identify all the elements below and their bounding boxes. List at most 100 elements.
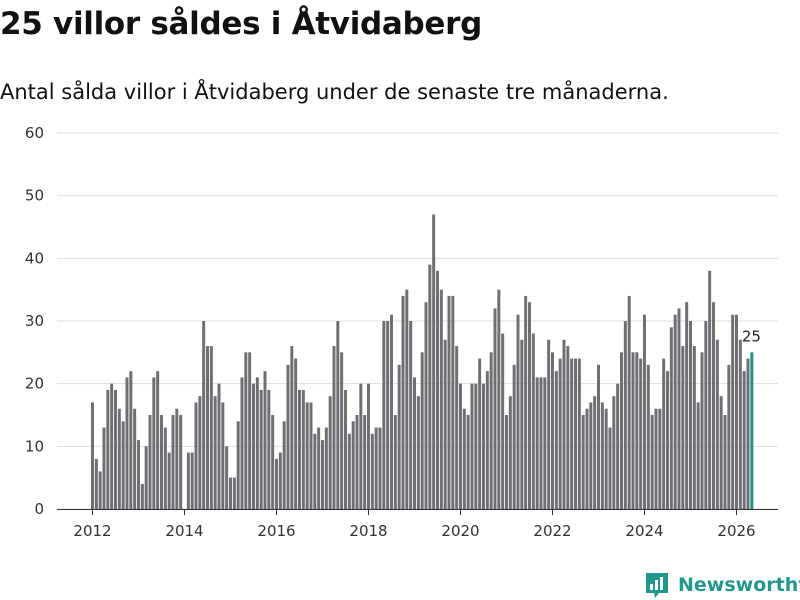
y-tick-label: 30 [25, 312, 44, 330]
bar [600, 402, 604, 509]
bar [144, 446, 148, 509]
x-tick-label: 2022 [533, 522, 571, 540]
bar [393, 415, 397, 509]
bar [436, 270, 439, 509]
newsworthy-brand[interactable]: Newsworthy [644, 570, 800, 600]
bar [459, 383, 462, 509]
bar [240, 377, 244, 509]
bar [666, 371, 669, 509]
bar [309, 402, 313, 509]
bar [91, 402, 94, 509]
bar [462, 408, 466, 509]
bar [554, 371, 558, 509]
bar [742, 371, 746, 509]
bar [324, 427, 328, 509]
bar [206, 346, 209, 509]
bar [409, 321, 413, 509]
bar [738, 339, 742, 509]
bar [516, 314, 520, 509]
bar [351, 421, 355, 509]
bar [213, 396, 217, 509]
bar [585, 408, 589, 509]
x-tick-label: 2016 [257, 522, 295, 540]
bar [597, 364, 600, 509]
bar [374, 427, 378, 509]
bar [186, 452, 190, 509]
bar [470, 383, 474, 509]
bar [378, 427, 382, 509]
bar [708, 270, 712, 509]
bar [612, 396, 616, 509]
bar [673, 314, 677, 509]
x-tick-label: 2012 [73, 522, 111, 540]
bar [689, 321, 692, 509]
bar [508, 396, 512, 509]
bar [681, 346, 685, 509]
bar [677, 308, 681, 509]
bar [531, 333, 535, 509]
bar [175, 408, 179, 509]
bar [482, 383, 485, 509]
bar [190, 452, 194, 509]
bar [217, 383, 221, 509]
bar [370, 433, 374, 509]
bar [627, 295, 631, 509]
bar [209, 346, 213, 509]
bar [347, 433, 351, 509]
bar [735, 314, 738, 509]
bar [593, 396, 597, 509]
bar [232, 477, 236, 509]
bar [286, 364, 290, 509]
bar [620, 352, 623, 509]
bar [390, 314, 393, 509]
bar [386, 321, 390, 509]
bar [255, 377, 259, 509]
bar [420, 352, 424, 509]
bar [723, 415, 727, 509]
bar [344, 389, 347, 509]
bar [712, 302, 715, 509]
bar [282, 421, 286, 509]
bar [336, 321, 340, 509]
bar [163, 427, 167, 509]
bar [117, 408, 121, 509]
bar [639, 358, 643, 509]
bar [497, 289, 501, 509]
bar [528, 302, 531, 509]
bar [466, 415, 470, 509]
bar [543, 377, 547, 509]
bar [643, 314, 646, 509]
bar [148, 415, 152, 509]
y-tick-label: 50 [25, 187, 44, 205]
bar [225, 446, 229, 509]
bar [524, 295, 528, 509]
bar [581, 415, 585, 509]
bar [236, 421, 240, 509]
bar [294, 358, 298, 509]
bar [570, 358, 574, 509]
bar [589, 402, 593, 509]
bar [474, 383, 478, 509]
bar [332, 346, 336, 509]
bar [359, 383, 363, 509]
bar [635, 352, 639, 509]
bar [658, 408, 662, 509]
bar [692, 346, 696, 509]
bar [313, 433, 317, 509]
bar [305, 402, 309, 509]
bar [140, 483, 144, 509]
x-axis [57, 509, 778, 515]
x-tick-label: 2014 [165, 522, 203, 540]
bar [608, 427, 612, 509]
y-tick-label: 20 [25, 375, 44, 393]
bars [91, 214, 754, 509]
chart-title: 25 villor såldes i Åtvidaberg [0, 6, 483, 42]
bar [604, 408, 608, 509]
bar [704, 321, 708, 509]
bar [221, 402, 225, 509]
bar [121, 421, 125, 509]
y-tick-label: 40 [25, 249, 44, 267]
bar [194, 402, 198, 509]
bar [654, 408, 658, 509]
bar [558, 358, 562, 509]
